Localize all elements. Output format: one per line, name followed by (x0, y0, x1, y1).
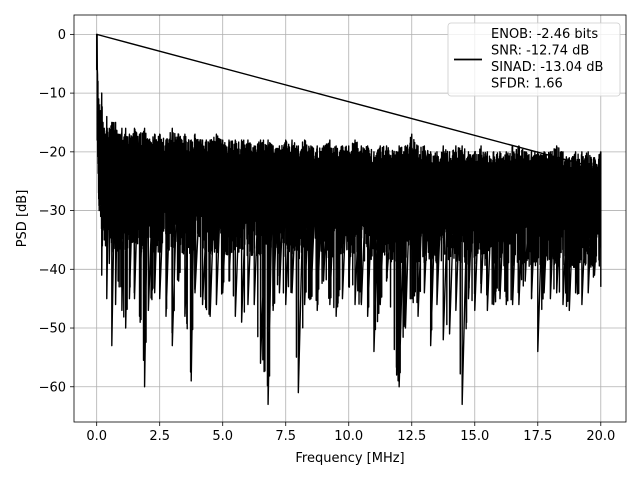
y-tick-label: 0 (58, 28, 66, 43)
legend-entry-sfdr: SFDR: 1.66 (491, 77, 563, 92)
legend-entry-snr: SNR: -12.74 dB (491, 44, 589, 59)
y-tick-label: −60 (39, 380, 66, 395)
y-axis-ticks: 0 −10 −20 −30 −40 −50 −60 (39, 28, 74, 395)
x-tick-label: 17.5 (523, 429, 552, 444)
x-tick-label: 7.5 (275, 429, 296, 444)
legend: ENOB: -2.46 bits SNR: -12.74 dB SINAD: -… (447, 22, 621, 97)
y-tick-label: −30 (39, 204, 66, 219)
legend-entry-sinad: SINAD: -13.04 dB (491, 60, 603, 75)
x-tick-label: 12.5 (397, 429, 426, 444)
x-tick-label: 20.0 (586, 429, 615, 444)
y-tick-label: −50 (39, 322, 66, 337)
legend-entry-enob: ENOB: -2.46 bits (491, 27, 598, 42)
x-tick-label: 2.5 (149, 429, 170, 444)
psd-trace (95, 33, 602, 406)
legend-box (447, 22, 621, 97)
plot-frame (73, 14, 627, 423)
x-axis-ticks: 0.0 2.5 5.0 7.5 10.0 12.5 15.0 17.5 20.0 (86, 422, 615, 444)
x-tick-label: 10.0 (334, 429, 363, 444)
y-axis-label: PSD [dB] (15, 190, 30, 248)
psd-line (95, 33, 602, 406)
y-tick-label: −20 (39, 145, 66, 160)
x-tick-label: 0.0 (86, 429, 107, 444)
x-axis-label: Frequency [MHz] (295, 451, 404, 466)
y-tick-label: −10 (39, 87, 66, 102)
x-tick-label: 15.0 (460, 429, 489, 444)
x-tick-label: 5.0 (212, 429, 233, 444)
y-tick-label: −40 (39, 263, 66, 278)
